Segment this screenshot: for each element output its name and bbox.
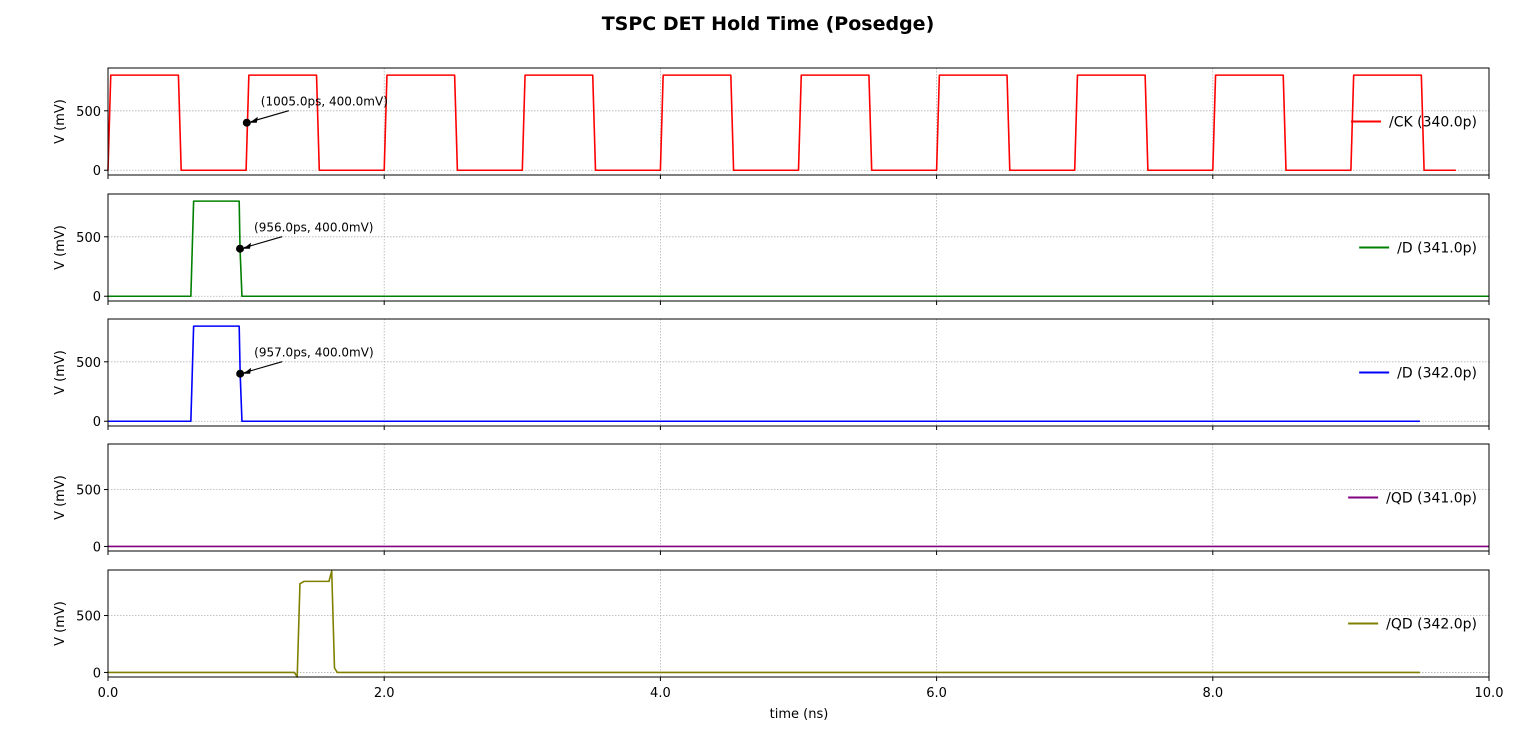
plot-area	[108, 194, 1489, 301]
y-axis-label: V (mV)	[53, 475, 68, 520]
plot-frame	[107, 67, 1490, 176]
y-tick-label: 500	[76, 484, 101, 499]
panel-4: /QD (341.0p) 0 500 V (mV)	[53, 443, 1490, 555]
legend-label: /QD (342.0p)	[1386, 617, 1477, 633]
x-axis-label: time (ns)	[770, 707, 829, 722]
x-tick-label: 10.0	[1475, 686, 1504, 701]
plot-area	[108, 570, 1489, 677]
panel-3: /D (342.0p) (957.0ps, 400.0mV) 0 500 V (mV)	[53, 318, 1490, 430]
y-axis-label: V (mV)	[53, 225, 68, 270]
series-line	[108, 200, 1489, 298]
x-tick-label: 6.0	[926, 686, 947, 701]
annotation-marker	[236, 244, 245, 253]
legend-label: /D (342.0p)	[1397, 366, 1477, 382]
plot-frame	[107, 193, 1490, 302]
x-tick-label: 4.0	[650, 686, 671, 701]
y-axis-label: V (mV)	[53, 99, 68, 144]
plot-frame	[107, 318, 1490, 427]
y-tick-label: 500	[76, 105, 101, 120]
x-tick-label: 8.0	[1202, 686, 1223, 701]
y-axis-label: V (mV)	[53, 350, 68, 395]
series-line	[108, 325, 1420, 423]
annotation-arrowhead	[243, 242, 252, 249]
plot-frame	[107, 569, 1490, 678]
x-tick-label: 0.0	[98, 686, 119, 701]
y-tick-label: 0	[93, 540, 101, 555]
chart-panels: /CK (340.0p) (1005.0ps, 400.0mV) 0 500 V (mV…	[53, 67, 1504, 701]
panel-1: /CK (340.0p) (1005.0ps, 400.0mV) 0 500 V (mV…	[53, 67, 1490, 179]
x-tick-label: 2.0	[374, 686, 395, 701]
y-tick-label: 500	[76, 610, 101, 625]
y-axis-label: V (mV)	[53, 601, 68, 646]
y-tick-label: 0	[93, 290, 101, 305]
plot-area	[108, 319, 1489, 426]
legend-label: /QD (341.0p)	[1386, 491, 1477, 507]
y-tick-label: 0	[93, 666, 101, 681]
chart-title: TSPC DET Hold Time (Posedge)	[602, 13, 935, 35]
annotation-label: (957.0ps, 400.0mV)	[254, 346, 373, 360]
annotation-arrowhead	[243, 367, 252, 374]
panel-2: /D (341.0p) (956.0ps, 400.0mV) 0 500 V (mV)	[53, 193, 1490, 305]
annotation-label: (956.0ps, 400.0mV)	[254, 221, 373, 235]
y-tick-label: 0	[93, 164, 101, 179]
panel-5: /QD (342.0p) 0 500 V (mV) 0.0 2.0 4.0 6.0 8.0 10.…	[53, 569, 1504, 701]
legend-label: /CK (340.0p)	[1389, 115, 1477, 131]
y-tick-label: 500	[76, 231, 101, 246]
plot-frame	[107, 443, 1490, 552]
series-line	[108, 570, 1420, 678]
annotation-marker	[242, 118, 251, 127]
legend-label: /D (341.0p)	[1397, 241, 1477, 257]
y-tick-label: 500	[76, 356, 101, 371]
annotation-arrowhead	[249, 116, 258, 123]
plot-area	[108, 444, 1489, 551]
annotation-label: (1005.0ps, 400.0mV)	[261, 95, 388, 109]
y-tick-label: 0	[93, 415, 101, 430]
series-line	[107, 74, 1456, 172]
annotation-marker	[236, 369, 245, 378]
